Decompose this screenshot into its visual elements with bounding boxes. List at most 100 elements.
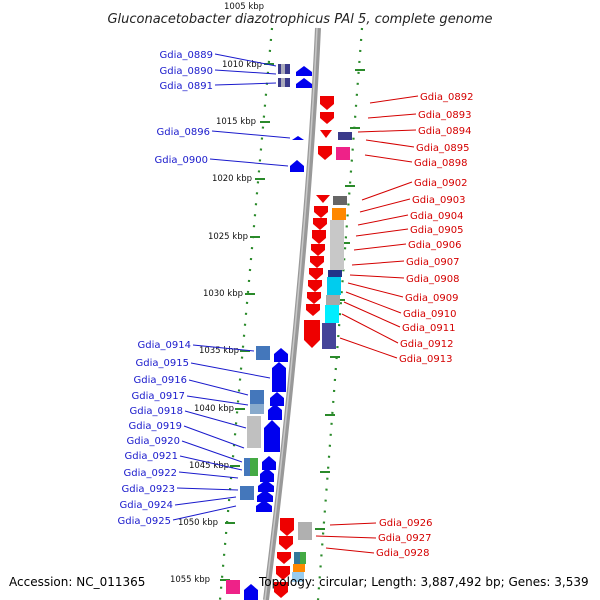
kbp-label: 1020 kbp	[212, 174, 252, 184]
gene-label-group: Gdia_0889	[160, 50, 277, 67]
gene-arrow-reverse	[310, 256, 324, 268]
gene-label[interactable]: Gdia_0922	[124, 468, 177, 479]
kbp-label: 1030 kbp	[203, 289, 243, 299]
gene-label[interactable]: Gdia_0892	[420, 92, 473, 103]
gene-arrow-forward	[258, 480, 274, 492]
feature-box	[325, 305, 339, 323]
gene-arrow-forward	[264, 420, 280, 452]
feature-box	[338, 132, 352, 140]
gene-label-group: Gdia_0928	[325, 547, 429, 559]
gene-arrow-reverse	[314, 206, 328, 218]
gene-label[interactable]: Gdia_0924	[120, 500, 173, 511]
gene-arrow-reverse	[306, 304, 320, 316]
gene-arrow-reverse	[280, 518, 294, 536]
gene-label-group: Gdia_0894	[357, 126, 471, 137]
gene-label-group: Gdia_0895	[365, 139, 469, 154]
kbp-label: 1045 kbp	[189, 461, 229, 471]
gene-label-group: Gdia_0911	[343, 301, 455, 334]
gene-label[interactable]: Gdia_0916	[134, 375, 187, 386]
feature-box	[294, 552, 300, 564]
feature-box	[328, 270, 342, 277]
gene-label-group: Gdia_0917	[132, 391, 249, 406]
feature-box	[300, 552, 306, 564]
gene-label[interactable]: Gdia_0913	[399, 354, 452, 365]
gene-label-group: Gdia_0914	[138, 340, 255, 352]
feature-box	[332, 208, 346, 220]
gene-label[interactable]: Gdia_0906	[408, 240, 461, 251]
gene-label[interactable]: Gdia_0890	[160, 66, 213, 77]
kbp-tick-label-top: 1005 kbp	[224, 2, 264, 12]
gene-label-group: Gdia_0920	[127, 436, 243, 463]
gene-label[interactable]: Gdia_0893	[418, 110, 471, 121]
gene-label[interactable]: Gdia_0926	[379, 518, 432, 529]
gene-label[interactable]: Gdia_0895	[416, 143, 469, 154]
kbp-label: 1040 kbp	[194, 404, 234, 414]
gene-arrow-reverse	[316, 195, 330, 203]
gene-label[interactable]: Gdia_0917	[132, 391, 185, 402]
gene-label[interactable]: Gdia_0898	[414, 158, 467, 169]
gene-arrow-forward	[292, 136, 304, 140]
gene-label[interactable]: Gdia_0910	[403, 309, 456, 320]
gene-arrow-reverse	[309, 268, 323, 280]
gene-label-group: Gdia_0912	[341, 313, 453, 350]
gene-label-group: Gdia_0907	[351, 257, 459, 268]
gene-label[interactable]: Gdia_0921	[125, 451, 178, 462]
gene-label-group: Gdia_0927	[315, 533, 431, 544]
gene-label-group: Gdia_0924	[120, 496, 237, 511]
gene-arrow-forward	[257, 490, 273, 502]
gene-label[interactable]: Gdia_0909	[405, 293, 458, 304]
gene-label[interactable]: Gdia_0905	[410, 225, 463, 236]
feature-box	[240, 486, 254, 500]
gene-label[interactable]: Gdia_0919	[129, 421, 182, 432]
kbp-label: 1010 kbp	[222, 60, 262, 70]
gene-label[interactable]: Gdia_0889	[160, 50, 213, 61]
kbp-label: 1055 kbp	[170, 575, 210, 585]
gene-arrow-forward	[296, 78, 312, 88]
gene-arrow-forward	[290, 160, 304, 172]
gene-label[interactable]: Gdia_0907	[406, 257, 459, 268]
gene-label[interactable]: Gdia_0904	[410, 211, 463, 222]
gene-arrow-reverse	[276, 566, 290, 580]
kbp-tick-labels: 1010 kbp 1015 kbp 1020 kbp 1025 kbp 1030…	[170, 60, 262, 585]
gene-label-group: Gdia_0919	[129, 421, 245, 449]
gene-arrow-reverse	[279, 536, 293, 550]
gene-label[interactable]: Gdia_0912	[400, 339, 453, 350]
gene-label-group: Gdia_0921	[125, 451, 243, 471]
forward-strand-genes	[244, 66, 312, 600]
gene-label[interactable]: Gdia_0920	[127, 436, 180, 447]
gene-label[interactable]: Gdia_0894	[418, 126, 471, 137]
feature-box	[247, 416, 261, 448]
gene-label[interactable]: Gdia_0900	[155, 155, 208, 166]
feature-box	[250, 390, 264, 404]
gene-arrow-forward	[274, 348, 288, 362]
gene-label-group: Gdia_0923	[122, 484, 239, 495]
gene-label[interactable]: Gdia_0914	[138, 340, 191, 351]
gene-label-group: Gdia_0903	[359, 195, 465, 213]
gene-label[interactable]: Gdia_0903	[412, 195, 465, 206]
gene-label-group: Gdia_0906	[353, 240, 461, 251]
gene-arrow-forward	[272, 362, 286, 392]
left-gene-labels: Gdia_0889 Gdia_0890 Gdia_0891 Gdia_0896 …	[118, 50, 291, 527]
gene-label[interactable]: Gdia_0915	[136, 358, 189, 369]
gene-label[interactable]: Gdia_0925	[118, 516, 171, 527]
gene-label[interactable]: Gdia_0911	[402, 323, 455, 334]
gene-label[interactable]: Gdia_0918	[130, 406, 183, 417]
kbp-label: 1015 kbp	[216, 117, 256, 127]
gene-label-group: Gdia_0916	[134, 375, 249, 396]
gene-arrow-forward	[256, 500, 272, 512]
genome-title: Gluconacetobacter diazotrophicus PAl 5, …	[107, 12, 492, 27]
feature-box	[256, 346, 270, 360]
gene-label[interactable]: Gdia_0896	[157, 127, 210, 138]
gene-label-group: Gdia_0892	[369, 92, 473, 104]
gene-label[interactable]: Gdia_0928	[376, 548, 429, 559]
gene-label[interactable]: Gdia_0908	[406, 274, 459, 285]
gene-arrow-reverse	[320, 96, 334, 110]
gene-label-group: Gdia_0893	[367, 110, 471, 121]
gene-label[interactable]: Gdia_0891	[160, 81, 213, 92]
gene-label[interactable]: Gdia_0902	[414, 178, 467, 189]
gene-label-group: Gdia_0913	[339, 337, 452, 365]
feature-box	[333, 196, 347, 205]
kbp-label: 1025 kbp	[208, 232, 248, 242]
gene-label[interactable]: Gdia_0923	[122, 484, 175, 495]
gene-label[interactable]: Gdia_0927	[378, 533, 431, 544]
